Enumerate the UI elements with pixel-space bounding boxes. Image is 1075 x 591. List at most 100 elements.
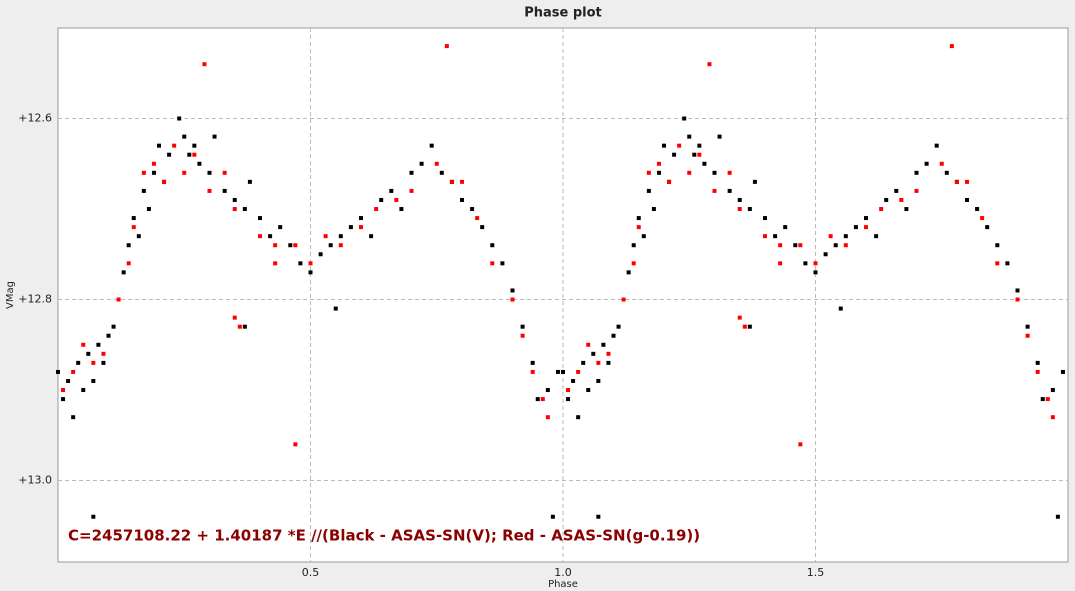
data-point [707,62,712,67]
data-point [697,143,702,148]
data-point [182,170,187,175]
data-point [884,197,889,202]
data-point [222,170,227,175]
data-point [359,216,363,221]
data-point [490,243,495,248]
data-point [1050,388,1055,393]
data-point [389,188,394,193]
data-point [480,225,485,230]
data-point [646,188,651,193]
data-point [111,324,116,329]
data-point [293,442,298,447]
data-point [904,207,909,212]
data-point [879,207,884,212]
data-point [167,152,172,157]
data-point [66,378,71,383]
data-point [727,170,732,175]
data-point [157,143,161,148]
data-point [56,369,60,374]
y-tick-label: +13.0 [18,474,52,487]
data-point [419,161,424,166]
data-point [237,324,242,329]
data-point [828,234,833,239]
data-point [985,225,990,230]
data-point [172,143,177,148]
data-point [641,234,646,239]
data-point [843,234,848,239]
data-point [616,324,621,329]
data-point [1005,261,1010,266]
data-point [146,207,151,212]
data-point [1045,397,1050,402]
data-point [656,170,661,175]
x-tick-label: 1.5 [807,566,825,579]
data-point [409,170,414,175]
data-point [121,270,126,275]
data-point [510,288,515,293]
data-point [717,134,722,139]
data-point [682,116,687,121]
data-point [747,324,752,329]
data-point [258,234,262,239]
data-point [596,378,601,383]
data-point [222,188,227,193]
data-point [813,270,818,275]
data-point [656,161,661,166]
data-point [444,44,449,49]
data-point [379,197,384,202]
data-point [348,225,353,230]
y-tick-label: +12.8 [18,293,52,306]
data-point [131,225,136,230]
data-point [540,397,545,402]
data-point [874,234,879,239]
data-point [1060,369,1065,374]
data-point [586,342,591,347]
data-point [687,134,692,139]
data-point [631,261,636,266]
data-point [1015,297,1020,302]
data-point [1025,324,1030,329]
data-point [545,388,550,393]
data-point [586,388,591,393]
data-point [965,197,969,202]
data-point [268,234,273,239]
data-point [773,234,778,239]
x-axis-label: Phase [548,579,578,590]
data-point [571,378,576,383]
data-point [899,197,904,202]
data-point [924,161,929,166]
data-point [460,179,464,184]
data-point [333,306,338,311]
data-point [944,170,949,175]
data-point [752,179,757,184]
data-point [995,261,1000,266]
data-point [308,270,313,275]
data-point [394,197,399,202]
data-point [980,216,985,221]
data-point [61,388,66,393]
data-point [258,216,262,221]
data-point [692,152,697,157]
data-point [601,342,606,347]
data-point [864,216,868,221]
data-point [232,207,237,212]
data-point [576,415,581,420]
data-point [965,179,969,184]
data-point [359,225,363,230]
data-point [566,388,571,393]
data-point [131,216,136,221]
data-point [96,342,101,347]
data-point [126,261,131,266]
data-point [535,397,540,402]
data-point [778,261,783,266]
data-point [975,207,980,212]
data-point [611,333,616,338]
data-point [202,62,207,67]
data-point [1035,369,1040,374]
data-point [399,207,404,212]
data-point [212,134,217,139]
data-point [763,234,767,239]
data-point [934,143,939,148]
data-point [369,234,374,239]
data-point [702,161,707,166]
